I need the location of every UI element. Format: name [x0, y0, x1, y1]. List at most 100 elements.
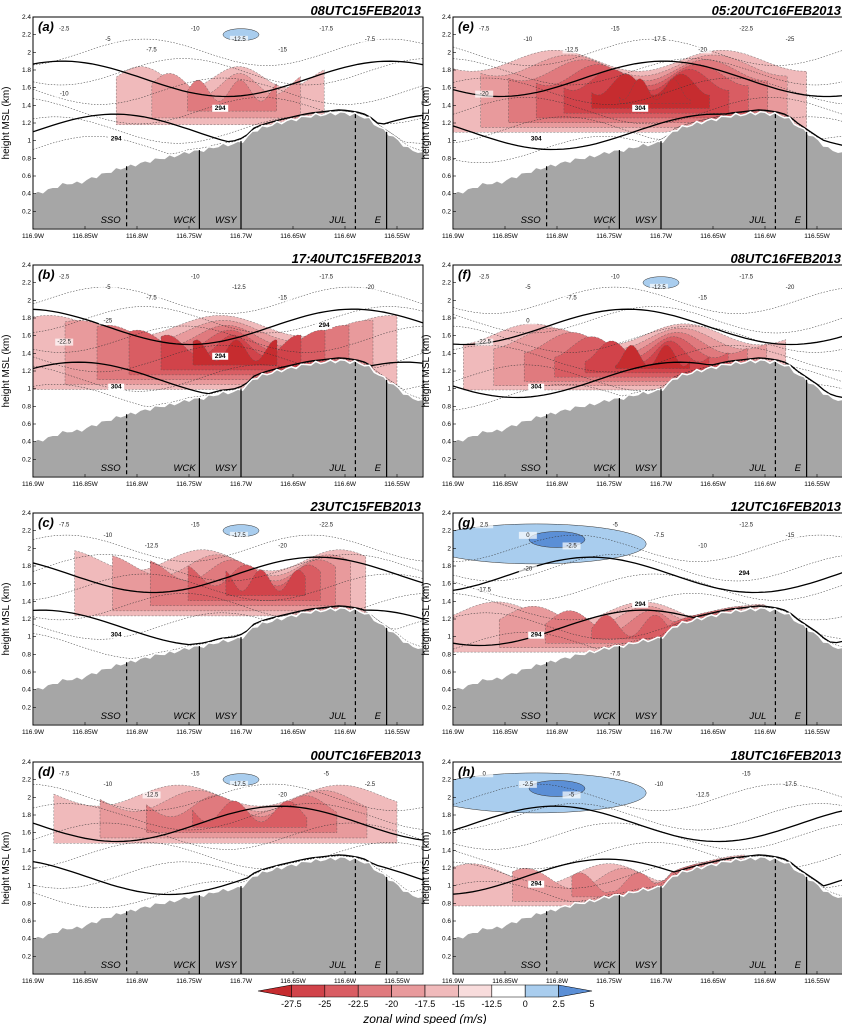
- contour-label: -15: [742, 771, 751, 777]
- y-tick-label: 0.4: [22, 687, 31, 694]
- contour-label: -2.5: [59, 274, 70, 280]
- panel-letter: (c): [38, 515, 54, 530]
- y-tick-label: 1.6: [22, 830, 31, 837]
- y-tick-label: 1: [447, 138, 451, 145]
- wind-band: [619, 78, 691, 104]
- contour-label: -5: [324, 771, 330, 777]
- theta-line: [33, 60, 423, 98]
- x-tick-label: 116.6W: [334, 978, 357, 985]
- x-tick-label: 116.9W: [442, 978, 465, 985]
- terrain: [453, 111, 842, 229]
- theta-label: 304: [111, 384, 122, 391]
- y-tick-label: 2.2: [22, 528, 31, 535]
- wind-contour: [453, 286, 842, 314]
- site-label-e: E: [795, 711, 802, 722]
- wind-contour: [453, 110, 842, 144]
- y-tick-label: 0.8: [22, 403, 31, 410]
- x-tick-label: 116.6W: [334, 481, 357, 488]
- y-tick-label: 1.2: [442, 865, 451, 872]
- contour-label: -15: [191, 522, 200, 528]
- contour-label: -20: [524, 566, 533, 572]
- contour-label: -20: [278, 792, 287, 798]
- site-label-jul: JUL: [328, 215, 346, 226]
- site-label-jul: JUL: [748, 463, 766, 474]
- y-tick-label: 2.4: [442, 759, 451, 766]
- contour-label: -10: [524, 37, 533, 43]
- y-tick-label: 1: [447, 634, 451, 641]
- colorbar: -27.5 -25 -22.5 -20 -17.5 -15 -12.5 0 2.5 5 zonal …: [257, 984, 595, 1024]
- y-tick-label: 1.8: [22, 563, 31, 570]
- y-tick-label: 2: [27, 545, 31, 552]
- y-tick-label: 1.8: [442, 315, 451, 322]
- y-tick-label: 0.4: [442, 439, 451, 446]
- y-tick-label: 2.4: [22, 14, 31, 21]
- contour-label: -20: [786, 285, 795, 291]
- y-tick-label: 0.6: [22, 173, 31, 180]
- contour-label: -12.5: [696, 792, 710, 798]
- x-tick-label: 116.55W: [384, 978, 410, 985]
- y-tick-label: 1: [27, 386, 31, 393]
- contour-label: -10: [104, 782, 113, 788]
- x-tick-label: 116.6W: [334, 233, 357, 240]
- y-tick-label: 0.4: [22, 936, 31, 943]
- x-tick-label: 116.8W: [546, 729, 569, 736]
- colorbar-swatch: [257, 984, 292, 998]
- x-tick-label: 116.65W: [700, 729, 726, 736]
- site-label-wsy: WSY: [215, 960, 237, 971]
- x-tick-label: 116.65W: [700, 233, 726, 240]
- theta-line: [33, 805, 423, 843]
- panel-f: SSO WCK WSY JUL E -2.5 -5 -7.5 -10 -12.5 -15 -17.5 -…: [421, 251, 842, 488]
- panel-field: SSO WCK WSY JUL E -7.5 -10 -12.5 -15 -17.5 -20 -5 -2…: [33, 770, 423, 974]
- contour-label: -17.5: [477, 588, 491, 594]
- y-tick-label: 2: [27, 794, 31, 801]
- y-axis-label: height MSL (km): [1, 87, 12, 160]
- wind-contour: [453, 573, 842, 601]
- wind-contour: [33, 842, 423, 870]
- theta-line: [33, 605, 423, 646]
- theta-label: 294: [215, 105, 226, 112]
- contour-label: 0: [526, 533, 530, 539]
- wind-band: [545, 609, 719, 644]
- wind-band: [591, 614, 696, 640]
- wind-contour: [33, 606, 423, 640]
- contour-label: -12.5: [565, 47, 579, 53]
- site-label-wck: WCK: [173, 960, 196, 971]
- contour-label: -2.5: [566, 543, 577, 549]
- contour-label: -15: [698, 295, 707, 301]
- x-tick-label: 116.55W: [804, 978, 830, 985]
- wind-contour: [33, 534, 423, 562]
- theta-line: [33, 308, 423, 346]
- wind-contour: [453, 855, 842, 889]
- panel-g: SSO WCK WSY JUL E 2.5 0 -2.5 -5 -7.5 -10 -12.5 -15 -1…: [421, 499, 842, 736]
- y-axis-label: height MSL (km): [421, 583, 432, 656]
- contour-label: -25: [104, 318, 113, 324]
- y-tick-label: 0.2: [22, 208, 31, 215]
- x-tick-label: 116.8W: [126, 481, 149, 488]
- x-tick-label: 116.85W: [72, 233, 98, 240]
- site-label-wsy: WSY: [215, 711, 237, 722]
- site-label-jul: JUL: [748, 711, 766, 722]
- site-label-e: E: [375, 960, 382, 971]
- x-tick-label: 116.55W: [804, 481, 830, 488]
- y-axis-label: height MSL (km): [1, 832, 12, 905]
- wind-contour: [33, 345, 423, 373]
- y-tick-label: 0.4: [22, 439, 31, 446]
- theta-line: [453, 60, 842, 98]
- y-tick-label: 1.2: [442, 120, 451, 127]
- panel-field: SSO WCK WSY JUL E 2.5 0 -2.5 -5 -7.5 -10 -12.5 -15 -1…: [453, 521, 842, 725]
- site-label-sso: SSO: [521, 463, 542, 474]
- site-label-sso: SSO: [101, 711, 122, 722]
- y-tick-label: 1.6: [442, 581, 451, 588]
- y-tick-label: 1.4: [22, 350, 31, 357]
- terrain: [33, 359, 423, 477]
- x-tick-label: 116.65W: [280, 978, 306, 985]
- contour-label: 0: [483, 771, 487, 777]
- contour-label: -5: [613, 522, 619, 528]
- wind-contour: [453, 325, 842, 353]
- contour-label: -7.5: [566, 295, 577, 301]
- site-label-wsy: WSY: [635, 711, 657, 722]
- y-tick-label: 2.2: [22, 777, 31, 784]
- colorbar-swatch: [324, 984, 359, 998]
- y-tick-label: 1.2: [22, 865, 31, 872]
- y-tick-label: 1.4: [22, 847, 31, 854]
